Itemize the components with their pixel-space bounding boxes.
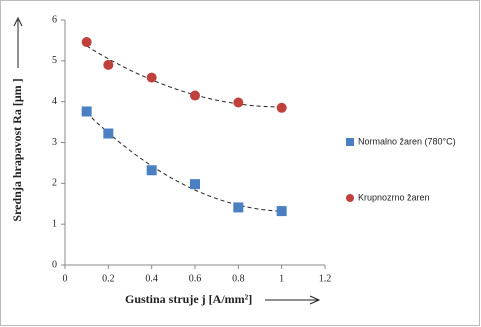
point <box>233 97 244 108</box>
arrows <box>13 16 321 305</box>
x-axis-title: Gustina struje j [A/mm²] <box>125 292 252 306</box>
point <box>103 59 114 70</box>
legend-marker <box>346 194 354 202</box>
x-tick-label: 1.2 <box>319 273 332 284</box>
y-axis-title: Srednja hrapavost Ra [μm ] <box>10 78 24 221</box>
point <box>81 37 92 48</box>
x-tick-label: 0.2 <box>102 273 115 284</box>
legend-marker <box>346 138 354 146</box>
y-tick-label: 2 <box>52 178 57 189</box>
x-tick-label: 0 <box>63 273 68 284</box>
point <box>190 90 200 101</box>
point <box>233 202 244 213</box>
x-tick-label: 0.6 <box>189 273 202 284</box>
y-tick-label: 0 <box>52 259 57 270</box>
legend-label: Normalno žaren (780°C) <box>358 136 456 146</box>
point <box>81 106 92 117</box>
x-tick-label: 0.8 <box>232 273 245 284</box>
legend-label: Krupnozrno žaren <box>358 192 430 202</box>
trendline <box>86 45 282 108</box>
point <box>276 206 287 217</box>
y-tick-label: 3 <box>52 137 57 148</box>
point <box>146 72 157 83</box>
y-tick-label: 6 <box>52 14 57 25</box>
y-tick-label: 4 <box>52 96 57 107</box>
point <box>103 128 114 139</box>
point <box>190 179 200 190</box>
y-tick-label: 1 <box>52 218 57 229</box>
y-tick-label: 5 <box>52 55 57 66</box>
x-arrow <box>265 295 321 305</box>
x-tick-label: 0.4 <box>145 273 158 284</box>
trendline <box>86 112 282 212</box>
y-arrow <box>13 16 23 68</box>
point <box>276 102 287 113</box>
point <box>146 165 157 176</box>
x-tick-label: 1 <box>279 273 284 284</box>
